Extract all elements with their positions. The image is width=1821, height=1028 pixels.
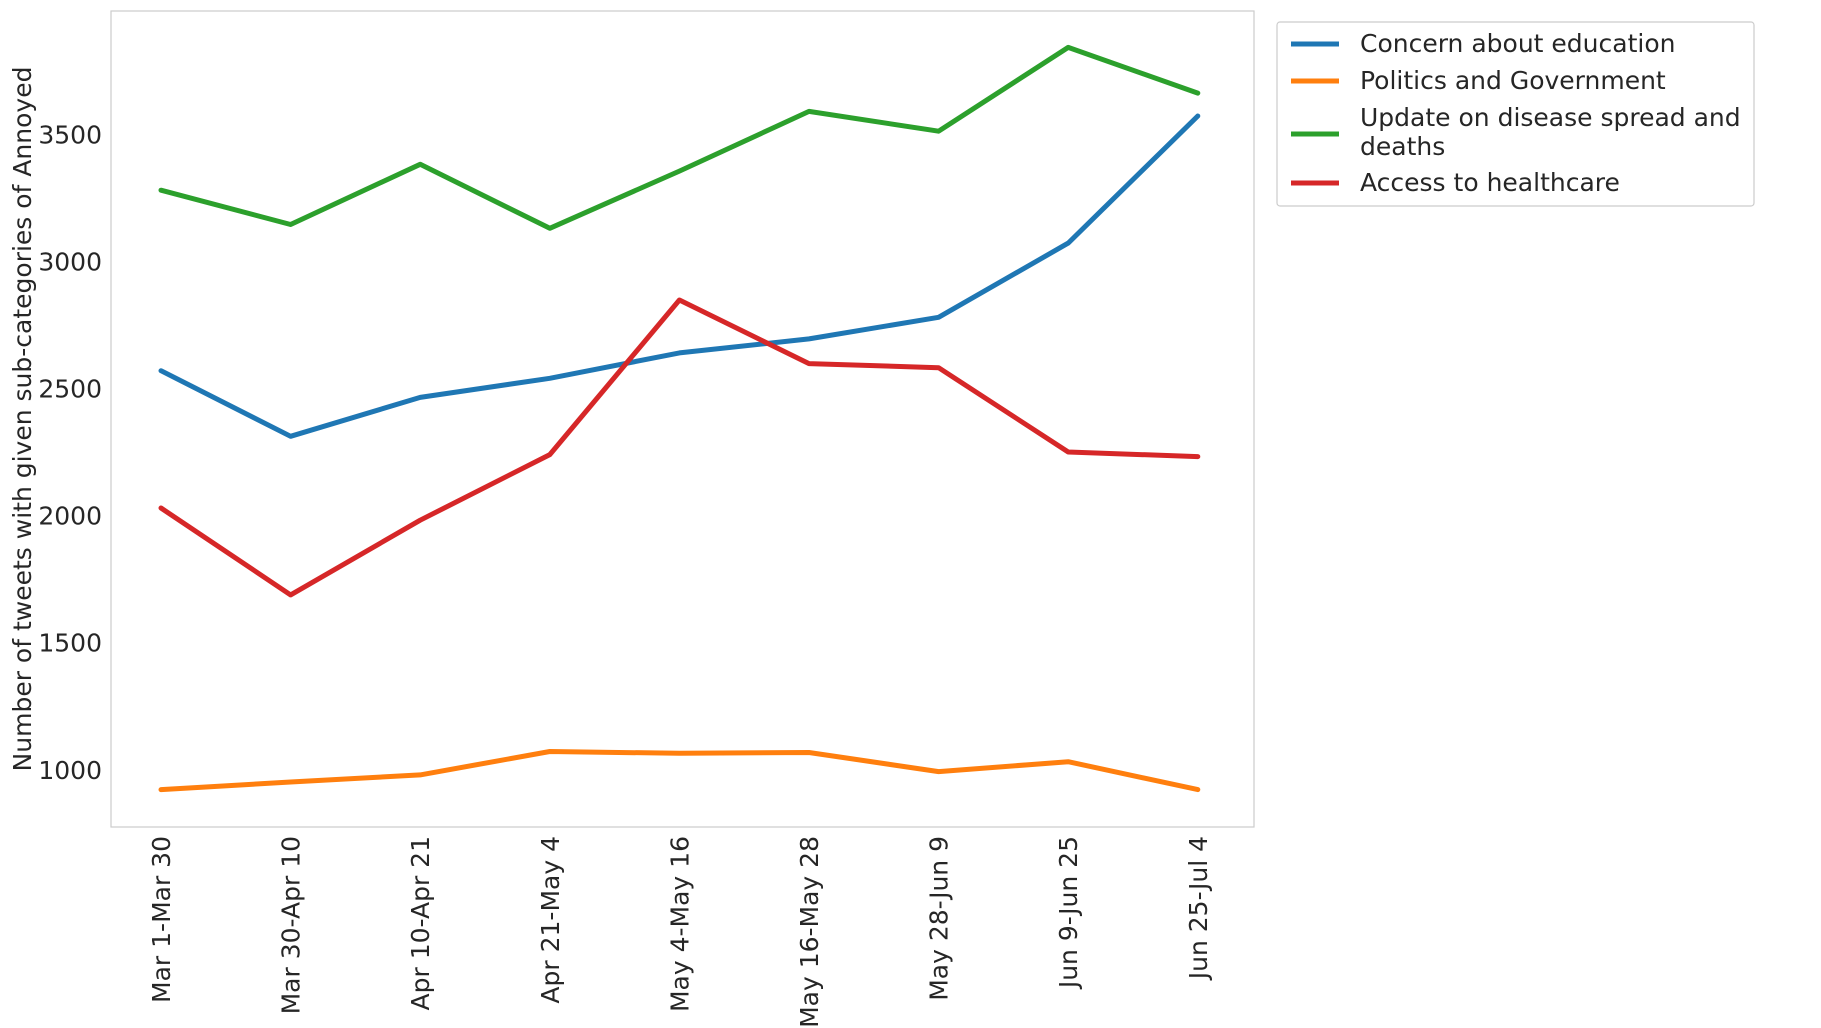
y-tick-label: 3500 — [38, 120, 102, 149]
x-tick-label: Mar 1-Mar 30 — [147, 836, 176, 1003]
x-tick-labels: Mar 1-Mar 30 Mar 30-Apr 10 Apr 10-Apr 21 Ap… — [147, 836, 1213, 1028]
series-line-0 — [158, 113, 1201, 439]
legend-label-2: deaths — [1360, 132, 1445, 161]
legend-label-1: Politics and Government — [1360, 66, 1666, 95]
series-line-3 — [158, 297, 1201, 598]
x-tick-label: Apr 10-Apr 21 — [406, 836, 435, 1011]
y-axis-label: Number of tweets with given sub-categori… — [8, 67, 37, 772]
legend-label-3: Access to healthcare — [1360, 168, 1620, 197]
y-tick-labels: 1000 1500 2000 2500 3000 3500 — [38, 120, 102, 785]
legend-label-2: Update on disease spread and — [1360, 103, 1741, 132]
x-tick-label: May 28-Jun 9 — [925, 836, 954, 1001]
series-line-1 — [158, 749, 1201, 793]
x-tick-label: May 4-May 16 — [665, 836, 694, 1012]
x-tick-label: Apr 21-May 4 — [536, 836, 565, 1004]
legend-label-0: Concern about education — [1360, 29, 1675, 58]
plot-area — [110, 10, 1255, 828]
series-lines — [158, 44, 1201, 793]
series-line-2 — [158, 44, 1201, 231]
x-tick-label: Mar 30-Apr 10 — [277, 836, 306, 1014]
y-tick-label: 3000 — [38, 247, 102, 276]
x-tick-label: Jun 9-Jun 25 — [1054, 836, 1083, 990]
legend: Concern about education Politics and Gove… — [1291, 29, 1741, 197]
y-tick-label: 2000 — [38, 502, 102, 531]
y-tick-label: 1500 — [38, 629, 102, 658]
y-tick-label: 1000 — [38, 756, 102, 785]
legend-box — [1276, 21, 1755, 207]
y-tick-label: 2500 — [38, 374, 102, 403]
x-tick-label: Jun 25-Jul 4 — [1184, 836, 1213, 981]
x-tick-label: May 16-May 28 — [795, 836, 824, 1028]
